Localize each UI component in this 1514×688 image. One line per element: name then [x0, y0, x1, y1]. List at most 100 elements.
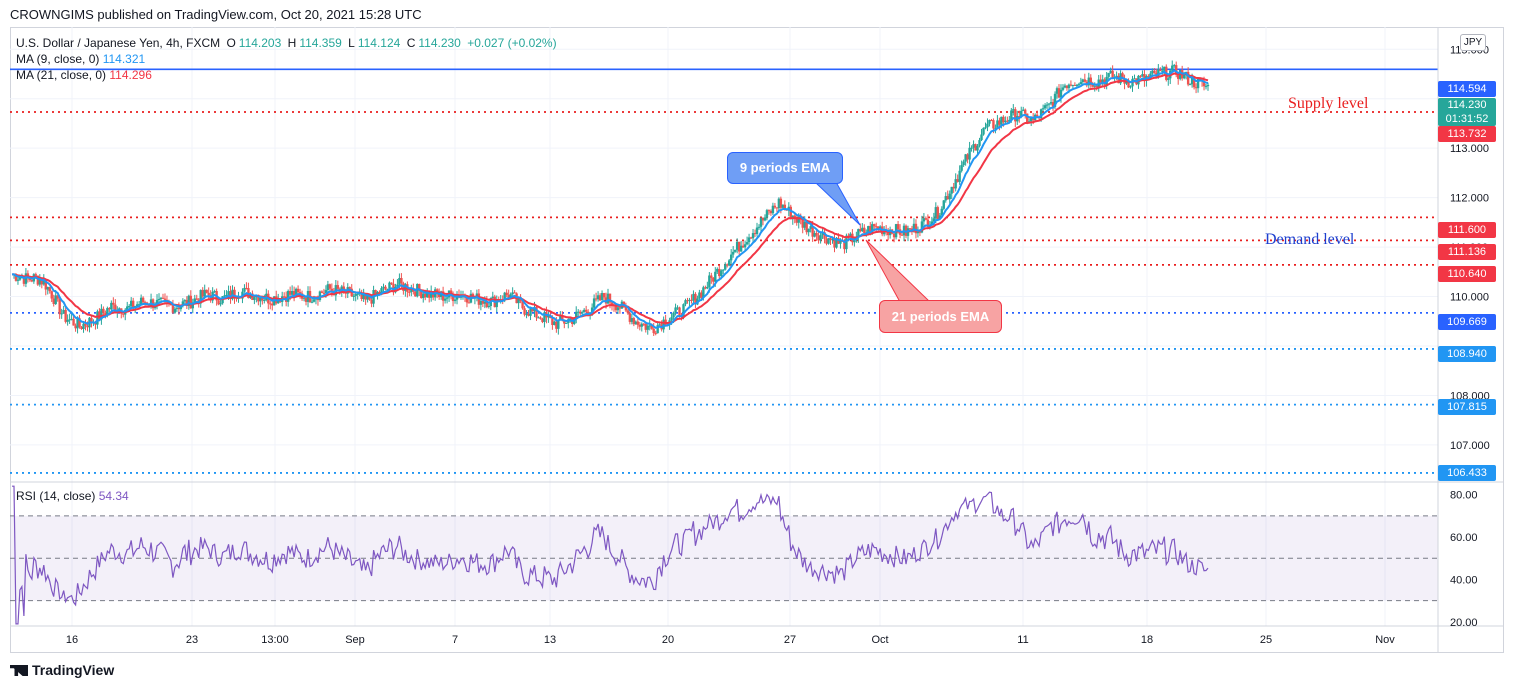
candle-body — [1067, 84, 1071, 89]
chart-frame — [10, 27, 1504, 653]
candle-body — [646, 325, 649, 330]
candle-body — [886, 230, 890, 236]
low-label: L — [348, 36, 355, 50]
candle-body — [507, 295, 510, 298]
candle-body — [302, 297, 306, 299]
candle-body — [513, 292, 516, 294]
candle-body — [712, 277, 715, 282]
candle-body — [288, 291, 292, 295]
candle-body — [420, 290, 423, 299]
candle-body — [920, 221, 924, 233]
candle-body — [652, 328, 655, 334]
time-tick-label: Nov — [1375, 634, 1395, 646]
currency-button[interactable]: JPY — [1460, 34, 1486, 51]
candle-body — [904, 225, 908, 236]
candle-body — [596, 295, 600, 300]
candle-body — [813, 233, 816, 237]
candle-body — [481, 300, 485, 304]
rsi-line — [12, 485, 1209, 625]
candle-body — [988, 120, 991, 124]
candle-body — [227, 291, 230, 295]
price-tick-label: 112.000 — [1450, 193, 1489, 205]
price-tag-last: 114.230 01:31:52 — [1438, 98, 1496, 126]
candle-body — [1127, 81, 1130, 88]
candle-body — [916, 231, 920, 234]
close-value: 114.230 — [418, 36, 461, 50]
rsi-tick-label: 80.00 — [1450, 490, 1478, 502]
candle-body — [584, 309, 588, 312]
candle-body — [735, 241, 739, 250]
candle-body — [62, 310, 65, 314]
candle-body — [374, 289, 377, 295]
candle-body — [932, 218, 936, 222]
candle-body — [616, 307, 620, 311]
candle-body — [777, 198, 781, 209]
candle-body — [320, 291, 324, 293]
candle-body — [914, 223, 918, 234]
candle-body — [465, 297, 469, 303]
close-label: C — [406, 36, 416, 50]
candle-body — [261, 297, 264, 301]
candle-body — [827, 238, 830, 244]
candle-body — [1022, 109, 1025, 111]
candle-body — [600, 293, 604, 301]
candle-body — [1020, 110, 1023, 118]
candle-body — [1175, 65, 1178, 75]
tradingview-logo[interactable]: TradingView — [10, 662, 114, 678]
candle-body — [143, 302, 147, 304]
candle-body — [368, 295, 371, 300]
candle-body — [1153, 70, 1156, 73]
candle-body — [900, 234, 904, 236]
candle-body — [1099, 79, 1102, 83]
candle-body — [304, 297, 308, 302]
time-tick-label: 16 — [66, 634, 78, 646]
candle-body — [112, 302, 115, 305]
candle-body — [298, 292, 302, 294]
candle-body — [201, 290, 204, 297]
tradingview-brand: TradingView — [32, 662, 115, 678]
candle-body — [753, 233, 757, 235]
candle-body — [509, 294, 512, 298]
candle-body — [64, 310, 67, 322]
candle-body — [44, 279, 47, 290]
candle-body — [626, 310, 630, 314]
candle-body — [747, 237, 751, 243]
candle-body — [990, 120, 993, 122]
candle-body — [628, 313, 632, 322]
candle-body — [366, 295, 369, 300]
candle-body — [122, 313, 125, 315]
candle-body — [336, 285, 340, 289]
candle-body — [82, 323, 85, 329]
candle-body — [795, 218, 798, 223]
candle-body — [807, 228, 810, 233]
candle-body — [217, 300, 220, 305]
candle-body — [86, 325, 89, 328]
candle-body — [622, 301, 626, 306]
candle-body — [849, 233, 852, 237]
candle-body — [733, 249, 737, 252]
candle-body — [479, 300, 483, 305]
candle-body — [269, 303, 272, 305]
candle-body — [569, 318, 572, 320]
candle-body — [618, 307, 622, 309]
candle-body — [163, 298, 167, 300]
supply-level-label: Supply level — [1288, 95, 1369, 112]
candle-body — [608, 293, 612, 303]
ma21-label: MA (21, close, 0) — [16, 68, 107, 82]
candle-body — [819, 235, 822, 241]
candle-body — [650, 325, 653, 329]
candle-body — [503, 292, 506, 301]
horizontal-levels — [10, 68, 1438, 474]
candle-body — [1027, 121, 1031, 123]
candle-body — [483, 301, 487, 304]
candle-body — [1004, 120, 1007, 123]
candle-body — [30, 280, 34, 282]
ma9-label: MA (9, close, 0) — [16, 52, 100, 66]
candle-body — [1109, 70, 1112, 73]
candle-body — [290, 291, 294, 295]
ma21-value: 114.296 — [109, 68, 152, 82]
candle-body — [376, 291, 379, 295]
candle-body — [491, 296, 494, 299]
candle-body — [58, 298, 61, 315]
